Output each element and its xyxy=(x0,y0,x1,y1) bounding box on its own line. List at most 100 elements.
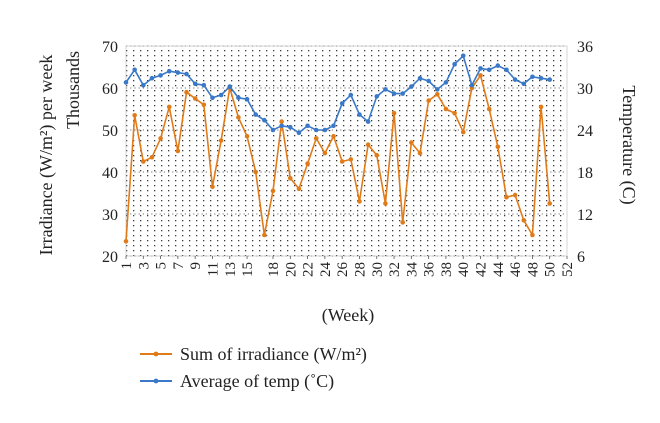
data-point xyxy=(218,138,224,143)
left-y-tick-label: 50 xyxy=(102,123,118,140)
data-point xyxy=(512,77,518,82)
data-point xyxy=(262,117,267,123)
data-point xyxy=(383,87,388,92)
x-tick-label: 7 xyxy=(171,262,187,270)
x-tick-label: 18 xyxy=(266,262,282,277)
data-point xyxy=(452,61,457,67)
data-point xyxy=(262,232,267,238)
data-point xyxy=(296,186,302,192)
data-point xyxy=(409,84,414,89)
legend-item-irradiance: Sum of irradiance (W/m²) xyxy=(140,344,367,365)
x-tick-label: 9 xyxy=(188,262,204,270)
data-point xyxy=(210,184,215,189)
data-point xyxy=(521,81,527,87)
right-y-tick-label: 36 xyxy=(577,39,593,56)
x-tick-label: 22 xyxy=(301,262,317,277)
data-point xyxy=(460,129,466,135)
data-point xyxy=(313,127,319,133)
data-point xyxy=(348,157,354,162)
data-point xyxy=(244,134,250,139)
x-tick-label: 36 xyxy=(422,262,438,278)
data-point xyxy=(391,110,397,116)
data-point xyxy=(236,115,241,120)
x-tick-label: 1 xyxy=(119,262,135,270)
data-point xyxy=(227,84,233,89)
data-point xyxy=(253,112,259,117)
data-point xyxy=(521,218,527,223)
data-point xyxy=(504,194,509,200)
data-point xyxy=(158,73,163,78)
data-point xyxy=(495,63,501,68)
data-point xyxy=(365,119,371,124)
data-point xyxy=(201,102,207,108)
right-y-tick-label: 30 xyxy=(577,81,593,98)
data-point xyxy=(357,112,362,117)
data-point xyxy=(409,140,414,145)
data-point xyxy=(305,123,310,129)
left-y-tick-label: 30 xyxy=(102,207,118,224)
x-tick-label: 28 xyxy=(352,262,368,277)
x-tick-label: 38 xyxy=(439,262,455,277)
right-y-tick-label: 6 xyxy=(577,249,585,266)
data-point xyxy=(460,53,466,59)
data-point xyxy=(495,144,501,150)
legend-item-temperature: Average of temp (˚C) xyxy=(140,371,334,392)
data-point xyxy=(443,106,449,112)
data-point xyxy=(149,155,155,160)
data-point xyxy=(538,104,544,110)
data-point xyxy=(443,80,449,85)
legend-label-irradiance: Sum of irradiance (W/m²) xyxy=(180,344,367,365)
data-point xyxy=(305,161,310,166)
x-tick-label: 32 xyxy=(387,262,403,277)
data-point xyxy=(452,110,457,116)
data-point xyxy=(166,68,172,74)
x-tick-label: 5 xyxy=(154,262,170,270)
x-tick-label: 52 xyxy=(560,262,576,277)
data-point xyxy=(417,75,423,81)
data-point xyxy=(296,130,302,136)
series-temperature xyxy=(123,53,553,136)
data-point xyxy=(478,73,483,78)
left-y-axis-units-label: Thousands xyxy=(63,51,83,129)
data-point xyxy=(279,123,284,129)
data-point xyxy=(374,152,380,158)
left-y-axis-ticks: 20 30 40 50 60 70 xyxy=(102,39,118,266)
data-point xyxy=(279,119,284,124)
data-point xyxy=(253,169,259,175)
x-tick-label: 20 xyxy=(283,262,299,277)
data-point xyxy=(374,94,380,99)
data-point xyxy=(313,136,319,141)
right-y-tick-label: 24 xyxy=(577,123,593,140)
data-point xyxy=(400,220,406,225)
legend: Sum of irradiance (W/m²) Average of temp… xyxy=(140,344,367,392)
data-point xyxy=(270,188,276,194)
data-point xyxy=(123,80,129,85)
right-y-axis-ticks: 6 12 18 24 30 36 xyxy=(577,39,593,266)
data-point xyxy=(538,75,544,81)
data-point xyxy=(434,87,440,92)
data-point xyxy=(426,98,431,103)
data-point xyxy=(184,89,189,95)
data-point xyxy=(512,192,518,198)
right-y-tick-label: 18 xyxy=(577,165,593,182)
x-axis-title: (Week) xyxy=(322,305,375,326)
data-point xyxy=(400,91,406,96)
data-point xyxy=(123,239,129,244)
data-point xyxy=(132,67,137,73)
data-point xyxy=(391,91,397,96)
data-point xyxy=(210,95,215,101)
left-y-tick-label: 20 xyxy=(102,249,118,266)
x-tick-label: 40 xyxy=(456,262,472,277)
data-point xyxy=(218,92,224,98)
data-point xyxy=(426,78,431,84)
right-y-tick-label: 12 xyxy=(577,207,593,224)
x-tick-label: 42 xyxy=(474,262,490,277)
data-point xyxy=(175,70,181,75)
data-point xyxy=(331,134,336,139)
data-point xyxy=(547,201,553,206)
series-irradiance xyxy=(123,73,553,244)
legend-label-temperature: Average of temp (˚C) xyxy=(180,371,334,392)
left-y-axis-title: Irradiance (W/m²) per week xyxy=(36,55,57,256)
data-point xyxy=(486,67,492,73)
data-point xyxy=(287,124,293,130)
